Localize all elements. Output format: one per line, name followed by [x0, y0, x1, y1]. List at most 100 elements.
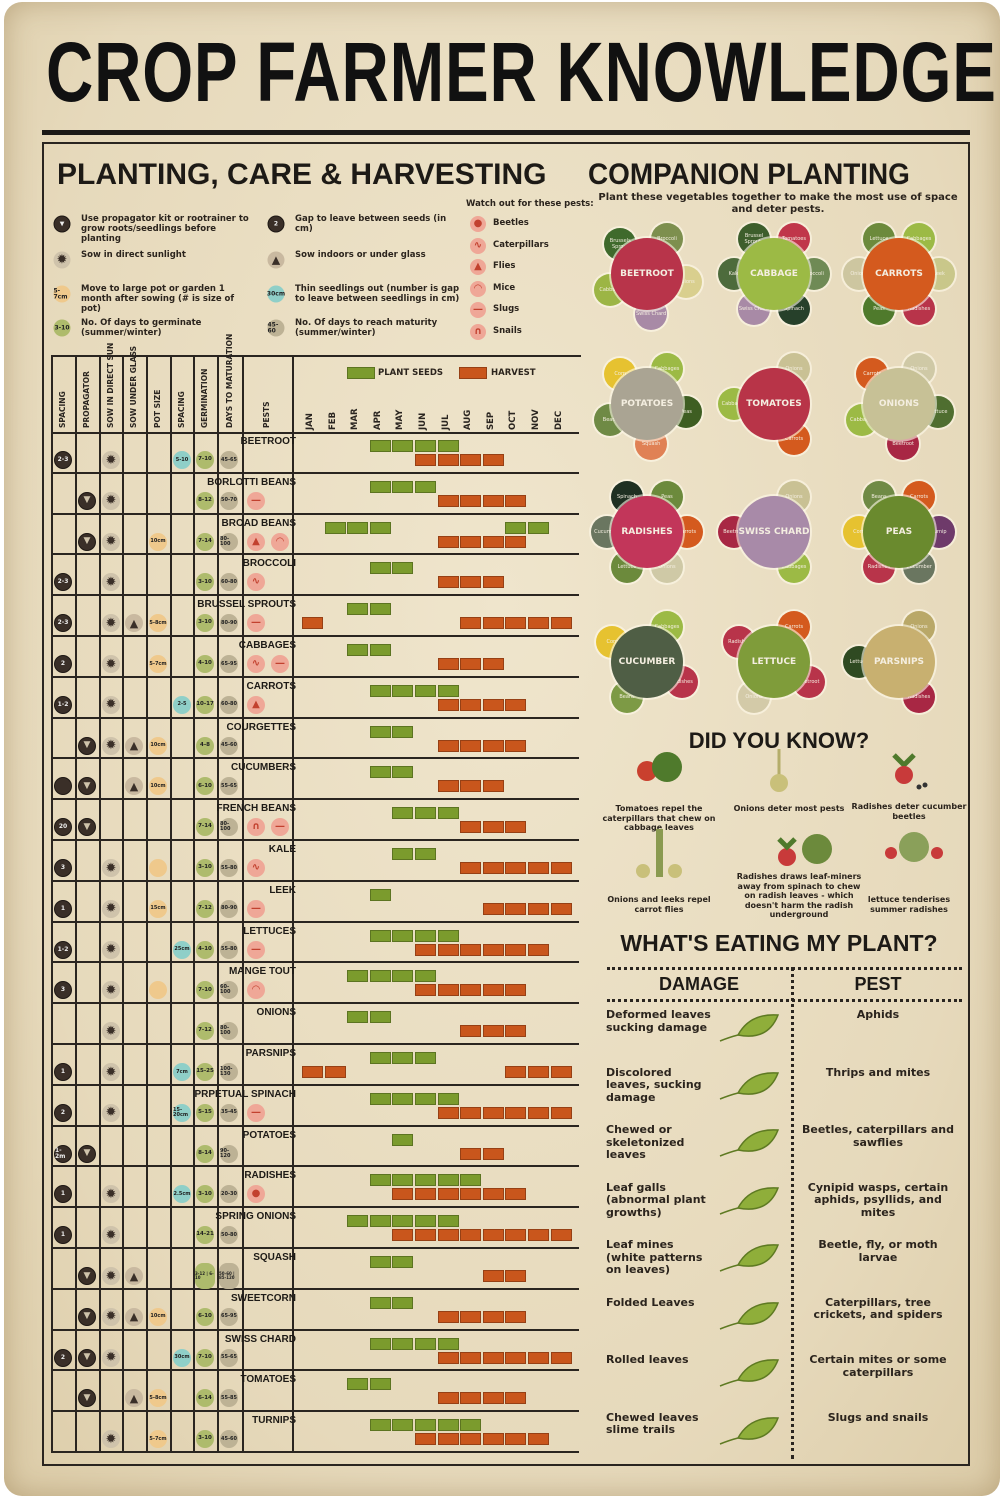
- companion-crop: CARROTS: [863, 238, 935, 310]
- harvest-bar: [460, 1188, 482, 1201]
- harvest-bar: [460, 1392, 482, 1405]
- sun-icon: ✹: [102, 899, 120, 918]
- plant-seeds-bar: [415, 929, 436, 942]
- sun-icon: ✹: [102, 614, 120, 633]
- harvest-bar: [550, 1351, 572, 1364]
- germination-badge: 6-10: [196, 777, 214, 796]
- sun-icon: ✹: [102, 981, 120, 1000]
- plant-seeds-bar: [437, 1419, 459, 1432]
- plant-seeds-bar: [415, 1215, 436, 1228]
- column-header: POT SIZE: [153, 389, 163, 428]
- plant-seeds-bar: [369, 440, 391, 452]
- crop-name: BEETROOT: [240, 436, 296, 447]
- thin-seedlings-badge: 2.5cm: [173, 1185, 191, 1204]
- pot-size-badge: 10cm: [149, 777, 167, 796]
- propagator-icon: ▼: [53, 215, 71, 233]
- sun-icon: ✹: [102, 1307, 120, 1326]
- maturity-badge: 100-130: [220, 1063, 238, 1081]
- legend-text: Move to large pot or garden 1 month afte…: [81, 284, 235, 314]
- mice-icon: ◠: [271, 532, 289, 551]
- companion-crop: CUCUMBER: [611, 626, 683, 698]
- table-column-divider: [292, 355, 294, 1452]
- propagator-icon: ▼: [78, 818, 96, 837]
- crop-name: PARSNIPS: [245, 1048, 296, 1059]
- row-divider: [51, 798, 579, 801]
- row-divider: [51, 1287, 579, 1290]
- pot-size-badge: 5-8cm: [149, 614, 167, 633]
- harvest-bar: [505, 494, 527, 507]
- damage-text: Rolled leaves: [606, 1353, 689, 1366]
- mice-icon: ◠: [247, 981, 265, 1000]
- companion-crop: POTATOES: [611, 368, 683, 440]
- harvest-bar: [505, 1106, 527, 1119]
- harvest-bar: [505, 1066, 527, 1078]
- plant-seeds-bar: [369, 1174, 391, 1187]
- month-header: MAY: [395, 409, 406, 430]
- plant-seeds-bar: [392, 1296, 414, 1309]
- plant-seeds-bar: [392, 684, 414, 697]
- maturity-badge: 60-80: [220, 573, 238, 592]
- thin-seedlings-badge: 30cm: [173, 1348, 191, 1367]
- germination-badge: 10-17: [196, 695, 214, 714]
- plant-seeds-bar: [392, 807, 414, 820]
- companion-crop: ONIONS: [863, 368, 935, 440]
- germination-badge: 7-10: [196, 451, 214, 469]
- pest-legend-label: Snails: [493, 325, 522, 336]
- harvest-bar: [505, 1188, 527, 1201]
- plant-seeds-bar: [528, 521, 549, 534]
- pot-size-badge: 15cm: [149, 899, 167, 918]
- germination-badge: 7-14: [196, 532, 214, 551]
- harvest-bar: [482, 1392, 504, 1405]
- plant-seeds-bar: [369, 644, 391, 656]
- plant-seeds-bar: [369, 970, 391, 983]
- harvest-bar: [528, 1106, 549, 1119]
- glass-dome-icon: ▲: [125, 777, 143, 796]
- mice-icon: ◠: [470, 280, 486, 297]
- germination-badge: 4-10: [196, 655, 214, 673]
- plant-seeds-bar: [437, 440, 459, 452]
- crop-name: LEEK: [269, 884, 296, 896]
- harvest-bar: [505, 1351, 527, 1364]
- row-divider: [51, 961, 579, 964]
- companion-heading: COMPANION PLANTING: [588, 158, 910, 191]
- seed-spacing-badge: 3: [54, 981, 72, 1000]
- plant-seeds-bar: [392, 766, 414, 779]
- legend-text: No. Of days to germinate (summer/winter): [81, 318, 202, 338]
- leaf-icon: [716, 1299, 780, 1337]
- crop-name: SWEETCORN: [231, 1292, 296, 1304]
- germination-badge: 3-10: [196, 573, 214, 592]
- plant-seeds-bar: [347, 1215, 369, 1228]
- plant-seeds-bar: [437, 1092, 459, 1105]
- crop-name: ONIONS: [256, 1007, 296, 1019]
- maturity-badge: 50-70: [220, 491, 238, 510]
- crop-name: SPRING ONIONS: [215, 1211, 296, 1223]
- harvest-bar: [482, 1106, 504, 1119]
- caterpillars-icon: ∿: [247, 655, 265, 673]
- plant-seeds-bar: [437, 1174, 459, 1187]
- fact-text: Onions and leeks repel carrot flies: [607, 895, 711, 914]
- harvest-bar: [415, 1188, 436, 1201]
- germination-badge: 7-12: [196, 899, 214, 918]
- germination-badge: 4-8: [196, 736, 214, 755]
- crop-name: SQUASH: [253, 1252, 296, 1263]
- harvest-bar: [437, 698, 459, 711]
- row-divider: [51, 471, 579, 474]
- germination-badge: 6-10: [196, 1307, 214, 1326]
- harvest-bar: [437, 1433, 459, 1446]
- harvest-bar: [415, 984, 436, 997]
- plant-seeds-bar: [437, 1215, 459, 1228]
- thin-seedlings-badge: 7cm: [173, 1063, 191, 1081]
- caterpillars-icon: ∿: [247, 859, 265, 877]
- plant-seeds-bar: [369, 929, 391, 942]
- legend-text: Sow indoors or under glass: [295, 250, 426, 260]
- harvest-bar: [550, 1229, 572, 1242]
- harvest-bar: [505, 1270, 527, 1282]
- thin-seedlings-icon: 30cm: [267, 285, 285, 303]
- maturity-badge: 50-80: [220, 1226, 238, 1245]
- harvest-bar: [505, 1229, 527, 1242]
- companion-crop: PEAS: [863, 496, 935, 568]
- table-column-divider: [146, 355, 148, 1452]
- legend-text: Thin seedlings out (number is gap to lea…: [295, 284, 460, 304]
- harvest-bar: [528, 1229, 549, 1242]
- plant-seeds-bar: [369, 480, 391, 493]
